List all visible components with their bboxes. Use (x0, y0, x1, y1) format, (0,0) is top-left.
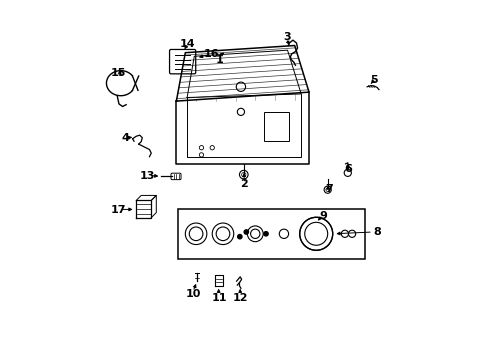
Text: 14: 14 (179, 39, 195, 49)
Text: 3: 3 (283, 32, 291, 41)
Circle shape (264, 231, 267, 236)
Text: 7: 7 (324, 184, 332, 194)
Circle shape (237, 234, 242, 239)
Text: 10: 10 (185, 289, 201, 299)
Text: 5: 5 (369, 75, 377, 85)
Text: 9: 9 (319, 211, 326, 221)
Circle shape (244, 230, 248, 234)
Text: 4: 4 (121, 133, 129, 143)
Text: 17: 17 (110, 206, 126, 216)
Bar (264, 112, 289, 140)
Text: 13: 13 (140, 171, 155, 181)
Text: 8: 8 (372, 227, 380, 237)
Text: 16: 16 (203, 49, 219, 59)
Bar (178, 209, 364, 259)
Text: 6: 6 (344, 164, 352, 174)
Text: 2: 2 (240, 179, 248, 189)
Text: 11: 11 (211, 293, 227, 303)
Text: 1: 1 (215, 55, 223, 65)
Text: 12: 12 (233, 293, 248, 303)
Text: 15: 15 (110, 68, 126, 78)
